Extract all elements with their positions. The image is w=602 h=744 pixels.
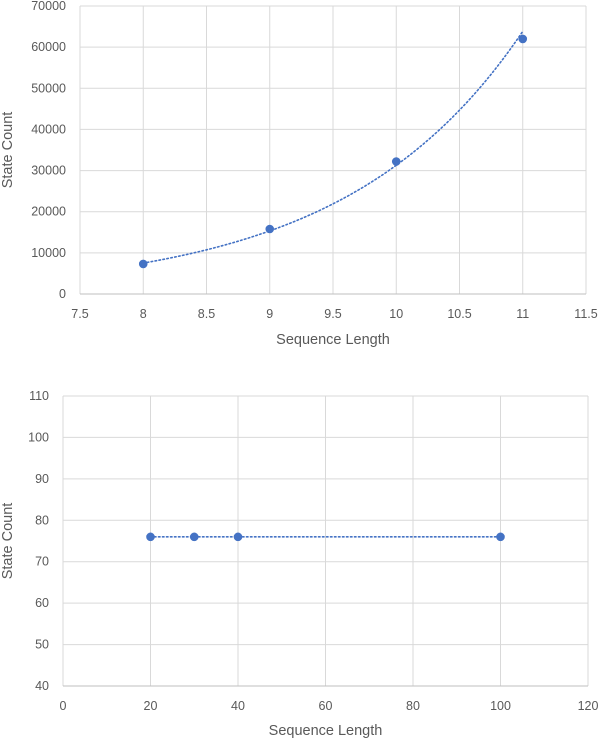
data-point (189, 532, 199, 542)
x-tick-label: 10.5 (447, 307, 471, 321)
y-tick-label: 60 (35, 596, 49, 610)
chart-state-count-vs-sequence-length-top: 7.5 8 8.5 9 9.5 10 10.5 11 11.5 0 10000 20000 30000 4… (0, 0, 598, 348)
y-tick-label: 40 (35, 679, 49, 693)
x-tick-label: 120 (578, 699, 599, 713)
y-tick-label: 20000 (31, 205, 66, 219)
x-tick-label: 7.5 (71, 307, 88, 321)
x-tick-label: 100 (490, 699, 511, 713)
y-tick-label: 70000 (31, 0, 66, 13)
y-tick-label: 0 (59, 287, 66, 301)
x-tick-label: 8.5 (198, 307, 215, 321)
x-tick-label: 80 (406, 699, 420, 713)
x-axis-title: Sequence Length (269, 723, 383, 739)
data-point (146, 532, 155, 542)
x-tick-label: 40 (231, 699, 245, 713)
x-tick-label: 9 (266, 307, 273, 321)
chart-state-count-vs-sequence-length-bottom: 0 20 40 60 80 100 120 40 50 60 70 80 90 100 110 Sequenc… (0, 389, 598, 739)
data-point (391, 157, 401, 166)
y-tick-label: 30000 (31, 164, 66, 178)
y-tick-label: 110 (29, 389, 49, 403)
x-tick-label: 60 (319, 699, 333, 713)
y-tick-label: 50 (35, 638, 49, 652)
x-tick-label: 8 (140, 307, 147, 321)
x-tick-label: 0 (60, 699, 67, 713)
x-axis-title: Sequence Length (276, 332, 390, 348)
x-tick-label: 11.5 (574, 307, 597, 321)
y-tick-label: 60000 (31, 40, 66, 54)
data-point (233, 532, 243, 542)
data-point (518, 34, 528, 44)
x-tick-label: 20 (144, 699, 158, 713)
y-tick-label: 10000 (31, 246, 66, 260)
y-tick-label: 100 (28, 430, 49, 444)
y-axis-title: State Count (0, 503, 16, 580)
y-tick-label: 50000 (31, 81, 66, 95)
y-tick-label: 40000 (31, 122, 66, 136)
data-point (138, 259, 148, 269)
x-tick-label: 11 (516, 307, 529, 321)
data-point (496, 532, 505, 542)
y-tick-label: 90 (35, 472, 49, 486)
x-tick-label: 9.5 (324, 307, 341, 321)
y-tick-label: 80 (35, 513, 49, 527)
trendline (142, 30, 524, 264)
y-tick-label: 70 (35, 555, 49, 569)
y-axis-title: State Count (0, 112, 16, 189)
data-point (265, 224, 275, 234)
x-tick-label: 10 (389, 307, 403, 321)
